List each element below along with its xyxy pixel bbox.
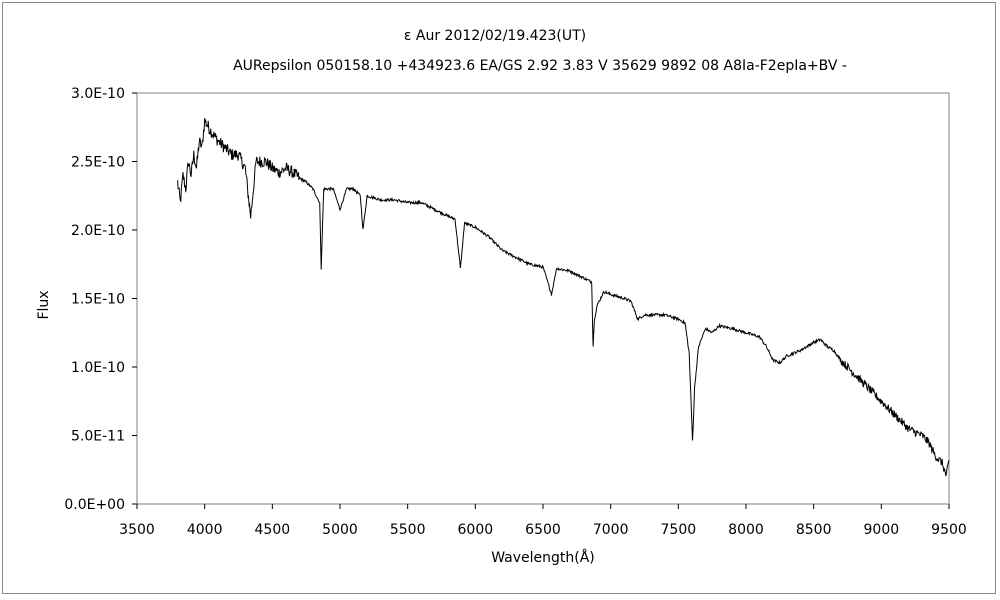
y-tick-label: 3.0E-10: [71, 86, 125, 102]
x-tick-label: 6500: [525, 522, 561, 538]
x-tick-label: 8000: [728, 522, 764, 538]
x-axis-label: Wavelength(Å): [491, 549, 595, 566]
x-tick-label: 5000: [322, 522, 358, 538]
y-axis-label: Flux: [36, 290, 52, 319]
chart-subtitle: AURepsilon 050158.10 +434923.6 EA/GS 2.9…: [233, 58, 847, 74]
y-tick-label: 1.0E-10: [71, 360, 125, 376]
x-tick-label: 3500: [119, 522, 155, 538]
x-tick-label: 7500: [661, 522, 697, 538]
x-axis: 3500 4000 4500 5000 5500 6000 6500 7000 7500 8000…: [119, 504, 967, 538]
x-tick-label: 6000: [458, 522, 494, 538]
y-tick-label: 1.5E-10: [71, 292, 125, 308]
series-line-flux: [177, 117, 950, 477]
chart-title: ε Aur 2012/02/19.423(UT): [404, 28, 586, 44]
plot-area: [136, 92, 950, 505]
y-tick-label: 0.0E+00: [64, 497, 125, 513]
x-tick-label: 9500: [931, 522, 967, 538]
x-tick-label: 4500: [255, 522, 291, 538]
y-tick-label: 2.5E-10: [71, 155, 125, 171]
y-axis: 0.0E+00 5.0E-11 1.0E-10 1.5E-10 2.0E-10 2.5E-…: [64, 86, 137, 513]
x-tick-label: 7000: [593, 522, 629, 538]
y-tick-label: 5.0E-11: [71, 429, 125, 445]
y-tick-label: 2.0E-10: [71, 223, 125, 239]
x-tick-label: 9000: [864, 522, 900, 538]
x-tick-label: 8500: [796, 522, 832, 538]
x-tick-label: 5500: [390, 522, 426, 538]
x-tick-label: 4000: [187, 522, 223, 538]
